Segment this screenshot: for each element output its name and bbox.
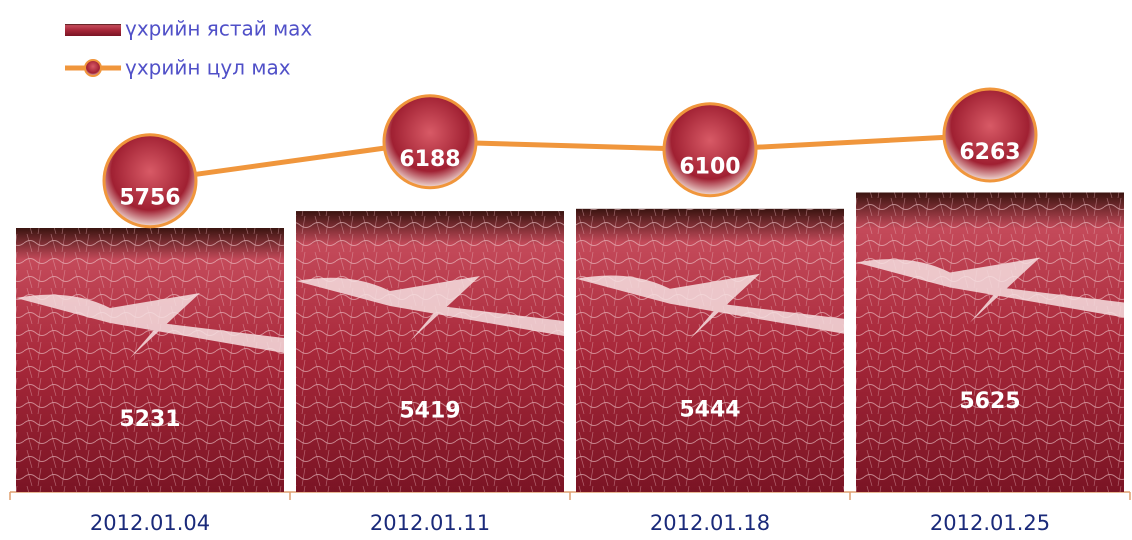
- fat-streak: [576, 273, 844, 339]
- line-marker: [382, 94, 478, 190]
- value-label: 6263: [959, 140, 1020, 165]
- bar-texture: [16, 228, 284, 492]
- legend-label: үхрийн ястай мах: [125, 17, 312, 41]
- fat-streak: [16, 293, 284, 358]
- line-marker: [942, 87, 1038, 183]
- x-tick-label: 2012.01.25: [930, 511, 1050, 535]
- value-label: 5756: [119, 186, 180, 211]
- fat-streak: [856, 257, 1124, 323]
- bar-texture: [856, 192, 1124, 492]
- x-tick-label: 2012.01.11: [370, 511, 490, 535]
- value-label: 5231: [119, 407, 180, 432]
- line-marker: [662, 102, 758, 198]
- legend-swatch: [65, 24, 121, 36]
- line: [149, 132, 991, 184]
- value-label: 5444: [679, 397, 740, 422]
- bar-texture: [576, 208, 844, 492]
- line-marker: [102, 133, 198, 229]
- value-label: 5419: [399, 399, 460, 424]
- x-tick-label: 2012.01.18: [650, 511, 770, 535]
- legend-swatch: [84, 59, 102, 77]
- legend: үхрийн ястай мах үхрийн цул мах: [65, 17, 312, 80]
- bar-texture: [296, 211, 564, 492]
- value-label: 6188: [399, 147, 460, 172]
- x-tick-label: 2012.01.04: [90, 511, 210, 535]
- fat-streak: [296, 276, 564, 342]
- legend-label: үхрийн цул мах: [125, 56, 291, 80]
- value-label: 5625: [959, 389, 1020, 414]
- value-label: 6100: [679, 155, 740, 180]
